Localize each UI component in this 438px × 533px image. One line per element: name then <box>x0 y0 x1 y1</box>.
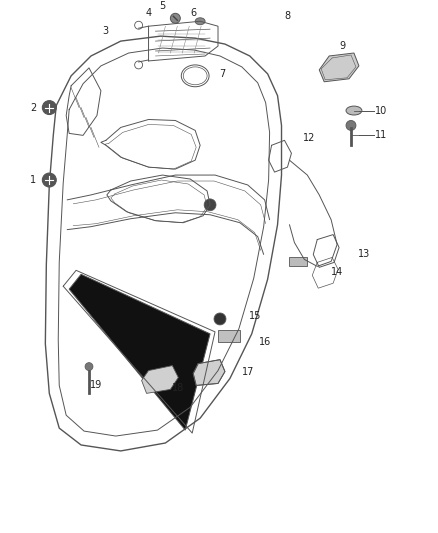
Bar <box>290 257 307 266</box>
Polygon shape <box>69 274 210 430</box>
Ellipse shape <box>195 18 205 25</box>
Circle shape <box>42 173 56 187</box>
Text: 18: 18 <box>172 383 184 393</box>
Circle shape <box>85 362 93 370</box>
Text: 10: 10 <box>374 106 387 116</box>
Text: 12: 12 <box>303 133 315 143</box>
Polygon shape <box>141 366 178 393</box>
Text: 7: 7 <box>219 69 225 79</box>
Text: 8: 8 <box>284 11 290 21</box>
Text: 16: 16 <box>258 337 271 347</box>
Text: 3: 3 <box>103 26 109 36</box>
Text: 4: 4 <box>145 9 152 18</box>
Bar <box>218 330 240 342</box>
Text: 14: 14 <box>331 268 343 277</box>
Polygon shape <box>193 360 225 385</box>
Text: 13: 13 <box>358 249 370 260</box>
Text: 5: 5 <box>159 2 166 11</box>
Circle shape <box>346 120 356 131</box>
Text: 1: 1 <box>30 175 36 185</box>
Circle shape <box>204 199 216 211</box>
Text: 9: 9 <box>339 41 345 51</box>
Circle shape <box>170 13 180 23</box>
Text: 15: 15 <box>248 311 261 321</box>
Ellipse shape <box>346 106 362 115</box>
Polygon shape <box>319 53 359 82</box>
Text: 17: 17 <box>242 367 254 376</box>
Text: 2: 2 <box>30 102 36 112</box>
Text: 19: 19 <box>90 381 102 391</box>
Circle shape <box>214 313 226 325</box>
Text: 11: 11 <box>374 131 387 140</box>
Text: 6: 6 <box>190 9 196 18</box>
Circle shape <box>42 101 56 115</box>
